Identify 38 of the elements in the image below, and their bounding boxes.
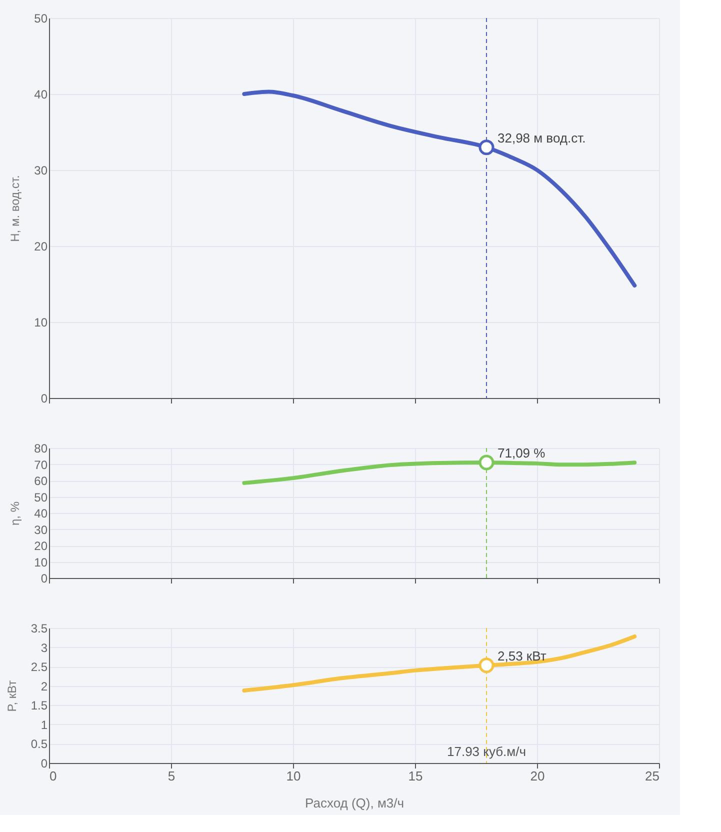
annotation: 2,53 кВт bbox=[497, 648, 546, 664]
y-tick-label: 0 bbox=[40, 572, 48, 586]
y-tick-label: 50 bbox=[34, 12, 48, 26]
line-series bbox=[242, 634, 637, 692]
y-tick-label: 70 bbox=[34, 458, 48, 472]
x-tick-label: 10 bbox=[286, 768, 301, 784]
x-tick-label: 5 bbox=[168, 768, 176, 784]
y-tick-label: 30 bbox=[34, 164, 48, 178]
y-tick-label: 50 bbox=[34, 490, 48, 504]
y-tick-label: 40 bbox=[34, 88, 48, 102]
y-tick-label: 3 bbox=[40, 640, 48, 655]
y-tick-label: 20 bbox=[34, 539, 48, 553]
y-tick-label: 10 bbox=[34, 316, 48, 330]
y-tick-label: 60 bbox=[34, 474, 48, 488]
x-tick-label: 20 bbox=[530, 768, 545, 784]
y-tick-label: 1.5 bbox=[30, 698, 48, 713]
y-axis-title: H, м. вод.ст. bbox=[8, 175, 22, 242]
y-tick-label: 0 bbox=[40, 392, 48, 406]
y-tick-label: 1 bbox=[40, 718, 48, 732]
y-tick-label: 2 bbox=[40, 679, 48, 694]
annotation: 32,98 м вод.ст. bbox=[497, 130, 586, 146]
y-tick-label: 20 bbox=[34, 240, 48, 254]
y-tick-label: 0 bbox=[40, 756, 48, 770]
y-tick-label: 0.5 bbox=[30, 737, 48, 752]
y-axis-title: P, кВт bbox=[4, 680, 19, 712]
x-tick-label: 15 bbox=[408, 768, 423, 784]
y-tick-label: 80 bbox=[34, 442, 48, 456]
x-axis-title: Расход (Q), м3/ч bbox=[304, 796, 404, 810]
line-series bbox=[242, 90, 637, 288]
ref-line-label: 17.93 куб.м/ч bbox=[446, 744, 526, 759]
y-axis-title: η, % bbox=[8, 501, 22, 526]
y-tick-label: 3.5 bbox=[30, 622, 48, 636]
y-tick-label: 40 bbox=[34, 506, 48, 520]
y-tick-label: 30 bbox=[34, 522, 48, 537]
y-tick-label: 2.5 bbox=[30, 660, 48, 674]
x-tick-label: 25 bbox=[645, 768, 660, 784]
y-tick-label: 10 bbox=[34, 555, 48, 570]
annotation: 71,09 % bbox=[497, 445, 546, 460]
